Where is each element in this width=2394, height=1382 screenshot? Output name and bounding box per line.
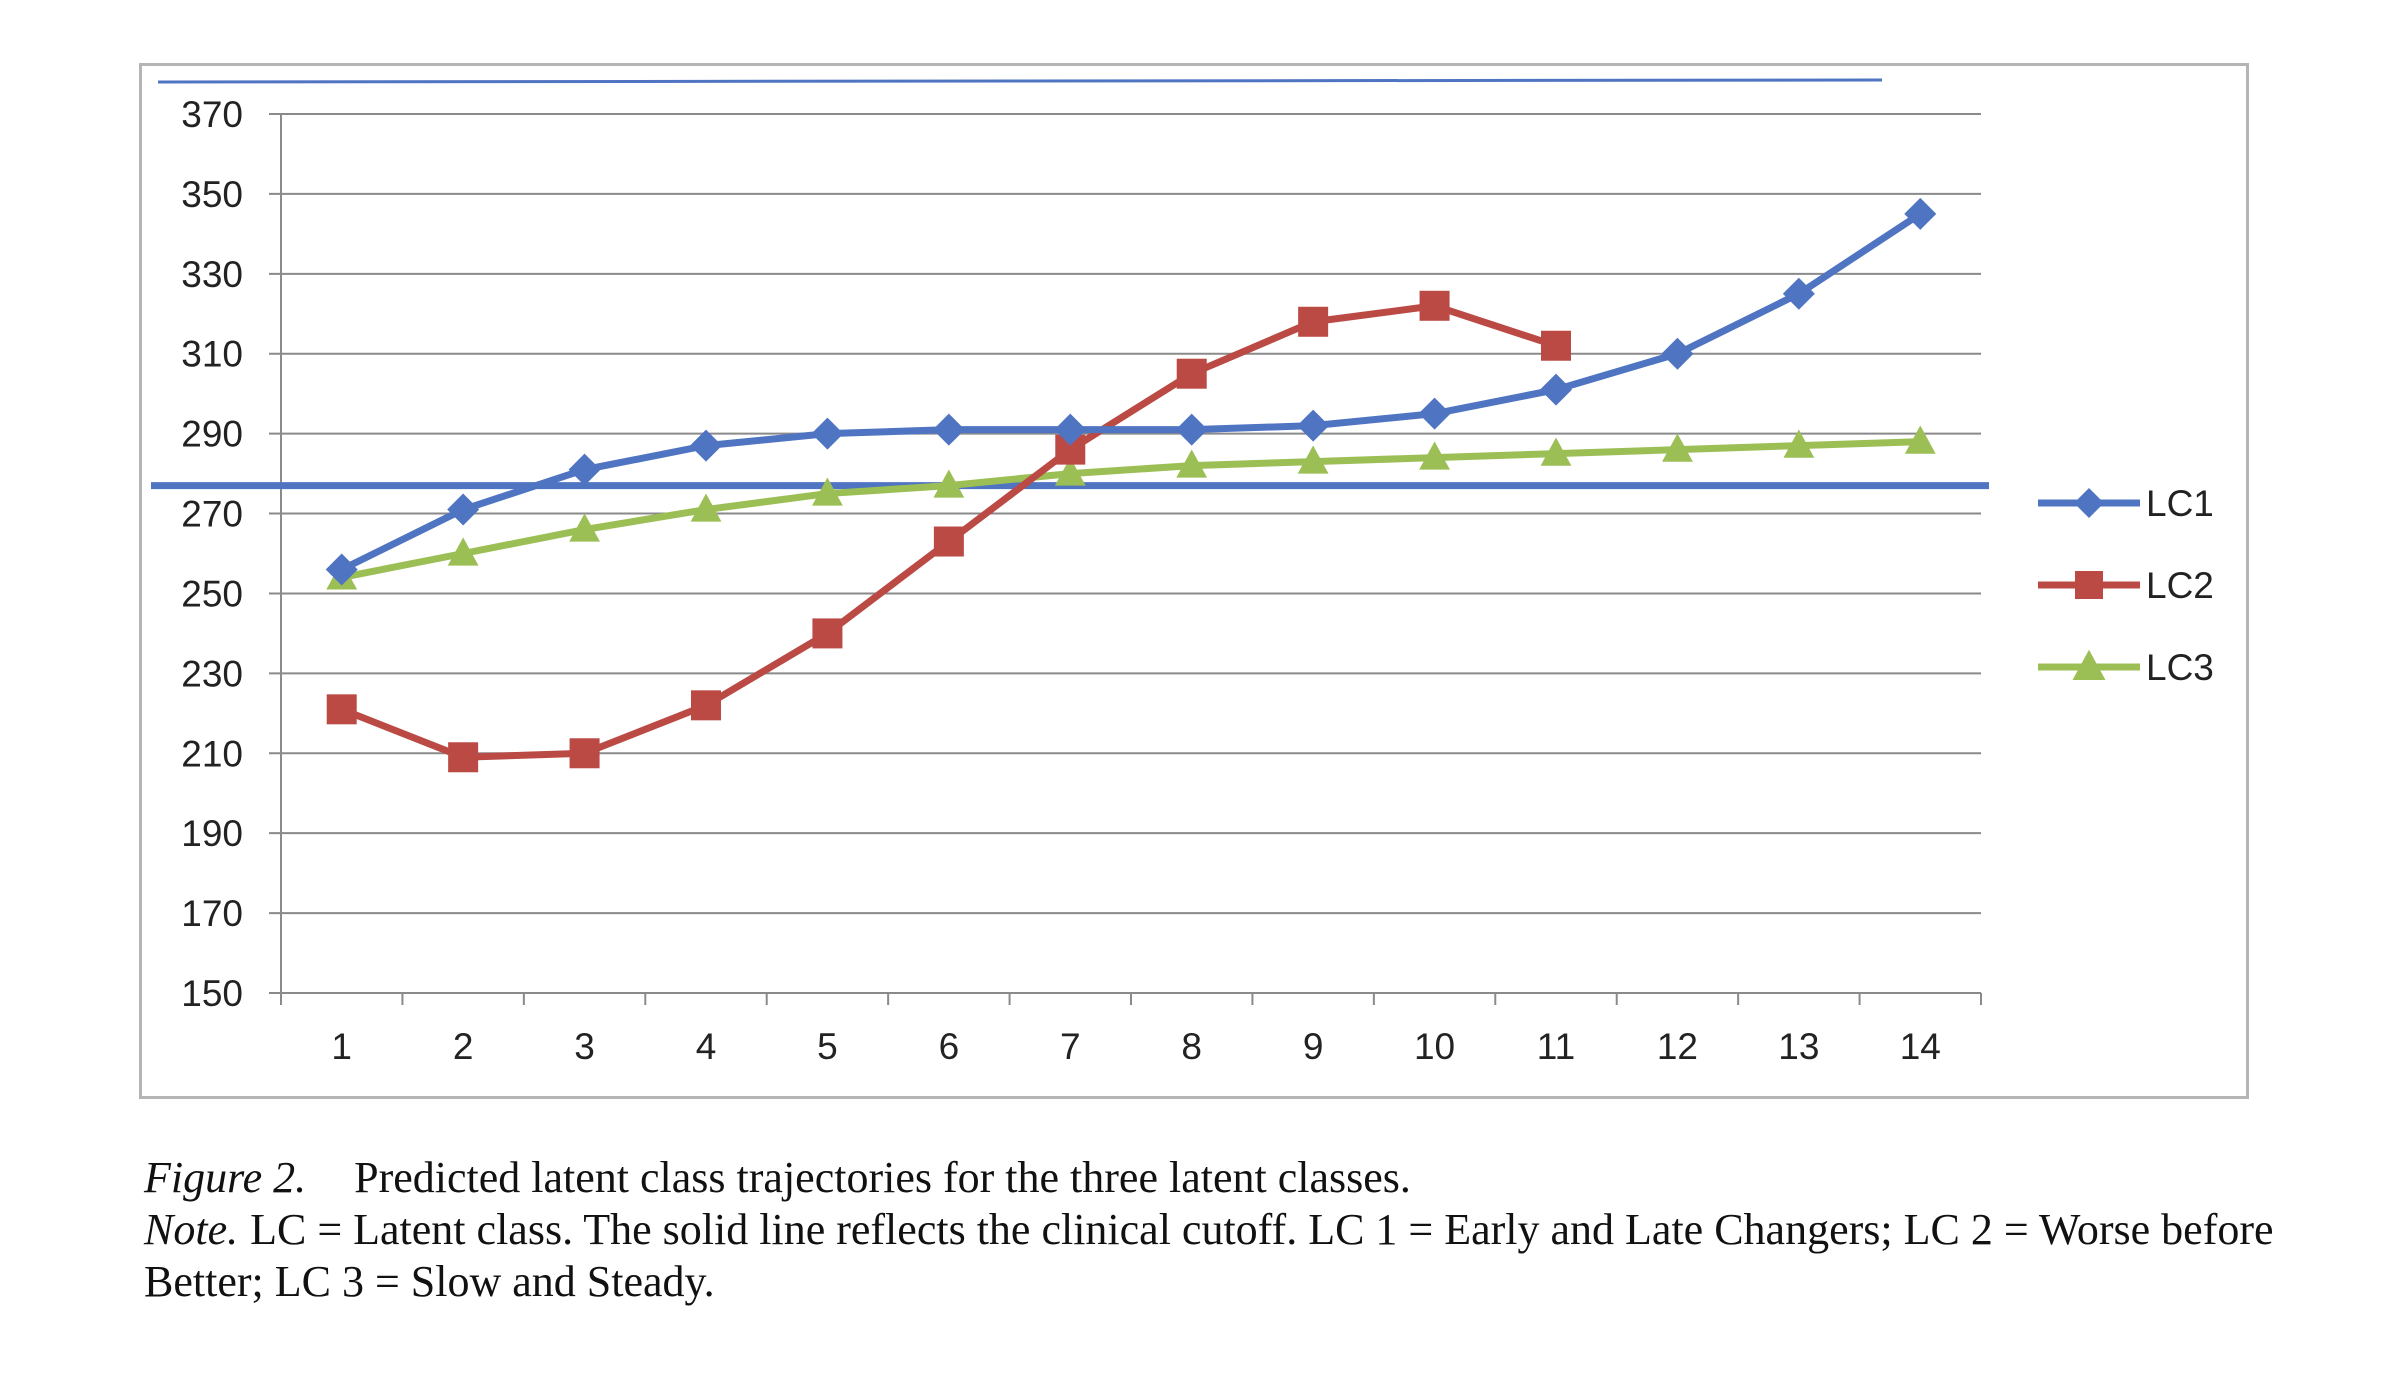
point-lc2-11 [1541, 330, 1571, 361]
point-lc2-3 [569, 738, 600, 769]
y-tick-label-210: 210 [181, 733, 243, 774]
figure-caption: Figure 2. Predicted latent class trajecto… [144, 1152, 2284, 1308]
y-tick-label-370: 370 [181, 94, 243, 135]
legend-item-lc1: LC1 [2038, 483, 2214, 524]
legend-marker-lc3 [2072, 649, 2106, 680]
point-lc3-6 [933, 469, 965, 498]
legend-marker-lc1 [2074, 488, 2104, 518]
x-tick-label-11: 11 [1537, 1026, 1575, 1067]
point-lc3-5 [812, 477, 843, 506]
point-lc1-5 [811, 417, 844, 450]
x-tick-label-5: 5 [817, 1026, 838, 1067]
legend-item-lc3: LC3 [2038, 647, 2214, 688]
point-lc1-3 [568, 453, 601, 486]
x-tick-label-1: 1 [331, 1026, 352, 1067]
x-tick-label-13: 13 [1778, 1026, 1819, 1067]
frame-top-line [157, 78, 1883, 84]
series-line-lc3 [341, 438, 1921, 581]
point-lc3-7 [1054, 457, 1086, 486]
point-lc1-2 [447, 493, 480, 526]
x-tick-label-10: 10 [1414, 1026, 1455, 1067]
figure-label: Figure 2. [144, 1153, 307, 1202]
y-tick-label-190: 190 [181, 813, 243, 854]
point-lc2-10 [1419, 290, 1450, 321]
point-lc2-9 [1298, 306, 1329, 337]
point-lc1-13 [1782, 277, 1815, 310]
point-lc3-12 [1662, 433, 1693, 462]
series-lc3 [326, 425, 1936, 590]
point-lc3-2 [447, 537, 479, 566]
point-lc3-13 [1783, 429, 1815, 458]
point-lc3-3 [569, 513, 600, 542]
note-line: Note. LC = Latent class. The solid line r… [144, 1204, 2284, 1308]
point-lc1-4 [690, 429, 722, 462]
x-tick-label-6: 6 [939, 1026, 960, 1067]
y-tick-label-290: 290 [181, 414, 243, 455]
legend-label-lc1: LC1 [2146, 483, 2214, 524]
point-lc1-12 [1661, 337, 1694, 370]
y-tick-label-230: 230 [181, 653, 243, 694]
point-lc2-1 [326, 694, 357, 725]
y-tick-label-310: 310 [181, 334, 243, 375]
point-lc1-11 [1540, 373, 1572, 406]
y-tick-label-270: 270 [181, 494, 243, 535]
y-tick-label-350: 350 [181, 174, 243, 215]
point-lc3-8 [1176, 449, 1208, 478]
series-group [325, 197, 1937, 773]
point-lc3-11 [1540, 437, 1572, 466]
legend: LC1 LC2 LC3 [2038, 483, 2214, 688]
note-text: LC = Latent class. The solid line reflec… [144, 1205, 2274, 1306]
x-tick-label-9: 9 [1303, 1026, 1324, 1067]
point-lc3-4 [690, 493, 722, 522]
x-tick-label-4: 4 [696, 1026, 717, 1067]
series-lc2 [326, 290, 1571, 773]
point-lc1-9 [1297, 409, 1330, 442]
series-lc1 [325, 197, 1937, 586]
point-lc1-14 [1904, 197, 1937, 230]
point-lc1-8 [1175, 413, 1208, 446]
y-tick-label-330: 330 [181, 254, 243, 295]
point-lc1-1 [325, 553, 358, 586]
x-tick-label-3: 3 [574, 1026, 595, 1067]
point-lc2-8 [1176, 358, 1207, 389]
legend-marker-lc2 [2075, 571, 2103, 599]
point-lc1-7 [1054, 413, 1087, 446]
point-lc1-6 [932, 413, 965, 446]
y-tick-label-250: 250 [181, 573, 243, 614]
series-line-lc1 [340, 210, 1923, 573]
point-lc3-14 [1904, 425, 1936, 454]
y-tick-label-150: 150 [181, 973, 243, 1014]
x-tick-label-7: 7 [1060, 1026, 1081, 1067]
legend-item-lc2: LC2 [2038, 565, 2214, 606]
x-tick-label-12: 12 [1657, 1026, 1698, 1067]
figure-text: Predicted latent class trajectories for … [354, 1153, 1411, 1202]
legend-label-lc2: LC2 [2146, 565, 2214, 606]
legend-label-lc3: LC3 [2146, 647, 2214, 688]
grid-lines [269, 113, 1981, 994]
point-lc1-10 [1418, 397, 1451, 430]
point-lc3-9 [1297, 445, 1329, 474]
point-lc3-10 [1419, 441, 1450, 470]
x-tick-label-8: 8 [1181, 1026, 1202, 1067]
point-lc2-2 [448, 742, 479, 773]
x-tick-label-2: 2 [453, 1026, 474, 1067]
x-tick-label-14: 14 [1900, 1026, 1941, 1067]
y-tick-label-170: 170 [181, 893, 243, 934]
note-label: Note. [144, 1205, 239, 1254]
caption-line: Figure 2. Predicted latent class trajecto… [144, 1152, 2284, 1204]
point-lc2-4 [691, 690, 721, 721]
chart-frame: 150 170 190 210 230 250 270 290 310 330 350 370 1 2 3 4… [139, 63, 2249, 1099]
point-lc2-6 [933, 526, 964, 557]
point-lc2-5 [812, 618, 843, 649]
